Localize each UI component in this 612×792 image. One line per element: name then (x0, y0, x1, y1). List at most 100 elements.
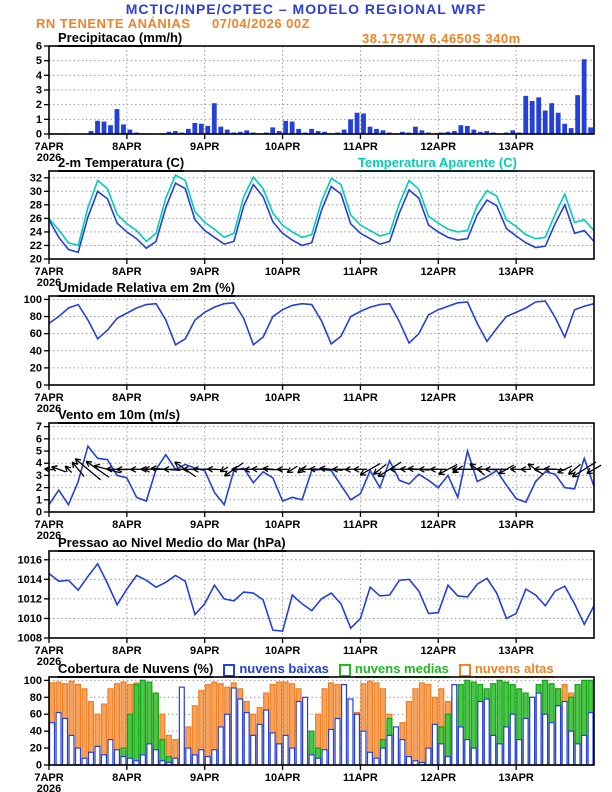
svg-text:7APR: 7APR (34, 645, 63, 657)
mid-cloud-swatch-icon (338, 663, 351, 677)
svg-text:20: 20 (30, 743, 42, 755)
svg-text:12APR: 12APR (421, 519, 457, 531)
svg-text:8APR: 8APR (112, 645, 141, 657)
svg-text:22: 22 (30, 240, 42, 252)
svg-text:60: 60 (30, 709, 42, 721)
svg-text:11APR: 11APR (343, 645, 378, 657)
svg-text:12APR: 12APR (421, 772, 457, 784)
svg-text:1010: 1010 (18, 613, 42, 625)
svg-text:28: 28 (30, 199, 42, 211)
svg-text:11APR: 11APR (343, 772, 378, 784)
model-title: MCTIC/INPE/CPTEC – MODELO REGIONAL WRF (125, 1, 487, 17)
svg-text:6: 6 (36, 41, 42, 53)
svg-text:13APR: 13APR (498, 519, 534, 531)
svg-text:13APR: 13APR (498, 392, 534, 404)
low-cloud-swatch-icon (223, 663, 236, 677)
svg-text:32: 32 (30, 172, 42, 184)
svg-text:100: 100 (24, 675, 42, 687)
svg-text:12APR: 12APR (421, 141, 457, 153)
svg-text:2026: 2026 (37, 277, 61, 289)
svg-text:5: 5 (36, 446, 42, 458)
svg-text:8APR: 8APR (112, 772, 141, 784)
pressure-title: Pressao ao Nivel Medio do Mar (hPa) (58, 535, 286, 552)
svg-text:2: 2 (36, 482, 42, 494)
svg-text:10APR: 10APR (265, 645, 301, 657)
svg-text:13APR: 13APR (498, 645, 534, 657)
svg-text:60: 60 (30, 328, 42, 340)
svg-text:1014: 1014 (18, 574, 43, 586)
run-datetime: 07/04/2026 00Z (212, 16, 311, 31)
svg-text:80: 80 (30, 311, 42, 323)
svg-text:10APR: 10APR (265, 772, 301, 784)
svg-text:9APR: 9APR (190, 645, 219, 657)
svg-text:13APR: 13APR (498, 772, 534, 784)
svg-text:2: 2 (36, 99, 42, 111)
svg-text:10APR: 10APR (265, 392, 301, 404)
svg-text:8APR: 8APR (112, 392, 141, 404)
svg-text:20: 20 (30, 254, 42, 266)
svg-text:5: 5 (36, 55, 42, 67)
svg-text:80: 80 (30, 692, 42, 704)
svg-text:3: 3 (36, 85, 42, 97)
svg-text:24: 24 (30, 226, 43, 238)
svg-text:2026: 2026 (37, 656, 61, 668)
svg-text:11APR: 11APR (343, 392, 378, 404)
svg-text:1016: 1016 (18, 554, 42, 566)
svg-text:1012: 1012 (18, 593, 42, 605)
svg-text:11APR: 11APR (343, 141, 378, 153)
svg-text:7APR: 7APR (34, 392, 63, 404)
svg-text:8APR: 8APR (112, 266, 141, 278)
svg-text:12APR: 12APR (421, 645, 457, 657)
svg-text:20: 20 (30, 362, 42, 374)
svg-text:100: 100 (24, 294, 42, 306)
svg-text:3: 3 (36, 470, 42, 482)
svg-text:9APR: 9APR (190, 266, 219, 278)
svg-text:6: 6 (36, 433, 42, 445)
svg-text:1: 1 (36, 494, 42, 506)
svg-text:8APR: 8APR (112, 519, 141, 531)
svg-text:30: 30 (30, 186, 42, 198)
svg-text:1: 1 (36, 114, 42, 126)
svg-text:2026: 2026 (37, 403, 61, 415)
svg-text:40: 40 (30, 345, 42, 357)
svg-text:2026: 2026 (37, 152, 61, 164)
svg-text:40: 40 (30, 726, 42, 738)
svg-text:0: 0 (36, 760, 42, 772)
svg-text:9APR: 9APR (190, 141, 219, 153)
svg-text:1008: 1008 (18, 633, 42, 645)
svg-text:7APR: 7APR (34, 141, 63, 153)
svg-text:4: 4 (36, 70, 43, 82)
svg-text:13APR: 13APR (498, 141, 534, 153)
svg-text:7APR: 7APR (34, 772, 63, 784)
high-cloud-swatch-icon (458, 663, 471, 677)
svg-text:10APR: 10APR (265, 141, 301, 153)
svg-text:9APR: 9APR (190, 519, 219, 531)
svg-text:11APR: 11APR (343, 266, 378, 278)
station-coordinates: 38.1797W 6.4650S 340m (362, 31, 521, 46)
svg-text:0: 0 (36, 380, 42, 392)
svg-text:11APR: 11APR (343, 519, 378, 531)
svg-text:2026: 2026 (37, 783, 61, 792)
svg-text:12APR: 12APR (421, 266, 457, 278)
svg-text:13APR: 13APR (498, 266, 534, 278)
svg-text:9APR: 9APR (190, 392, 219, 404)
svg-text:8APR: 8APR (112, 141, 141, 153)
svg-text:12APR: 12APR (421, 392, 457, 404)
svg-text:7APR: 7APR (34, 266, 63, 278)
svg-text:0: 0 (36, 507, 42, 519)
svg-text:10APR: 10APR (265, 519, 301, 531)
svg-text:26: 26 (30, 213, 42, 225)
svg-text:2026: 2026 (37, 530, 61, 542)
station-name: RN TENENTE ANÁNIAS (36, 16, 191, 31)
svg-text:4: 4 (36, 458, 43, 470)
svg-text:0: 0 (36, 129, 42, 141)
svg-text:7: 7 (36, 421, 42, 433)
svg-text:9APR: 9APR (190, 772, 219, 784)
